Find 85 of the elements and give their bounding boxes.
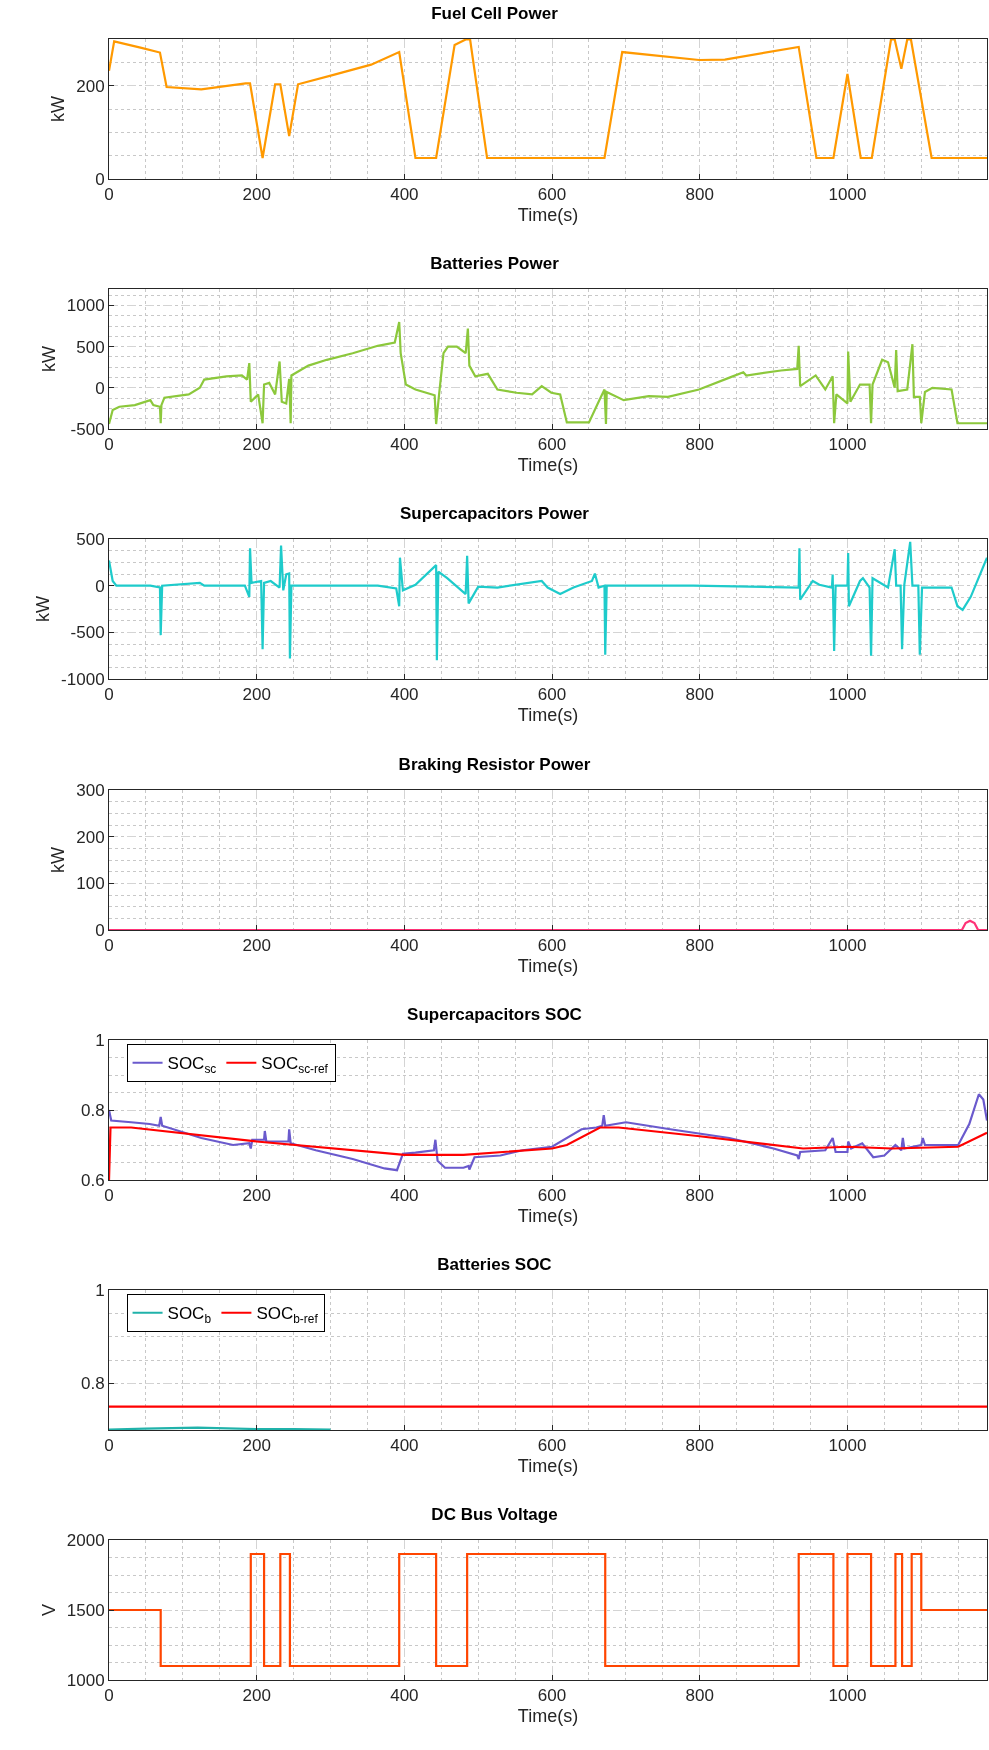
y-tick-label: 0 [95, 169, 105, 189]
x-tick-label: 600 [537, 435, 567, 455]
legend-label: SOC$_{sc}$ [167, 1054, 217, 1076]
x-tick-label: 200 [242, 935, 271, 955]
x-tick-label: 800 [685, 685, 714, 705]
y-tick-label: -500 [70, 420, 105, 440]
y-tick-label: 0 [95, 920, 105, 940]
y-tick-label: 500 [76, 530, 105, 550]
line-series [109, 1126, 987, 1180]
line-series [109, 541, 987, 662]
x-tick-label: 200 [242, 435, 271, 455]
x-tick-label: 800 [685, 435, 714, 455]
y-tick-label: -1000 [61, 670, 105, 690]
x-axis-title: Time(s) [517, 1455, 579, 1476]
chart-title: Supercapacitors Power [400, 504, 590, 524]
y-axis-title: kW [48, 846, 69, 873]
y-axis-title: kW [38, 346, 59, 373]
x-tick-label: 800 [685, 1686, 714, 1706]
y-tick-label: 1 [95, 1030, 105, 1050]
x-tick-label: 200 [242, 1186, 271, 1206]
y-tick-label: 1 [95, 1280, 105, 1300]
x-tick-label: 800 [685, 185, 714, 205]
x-tick-label: 400 [390, 1686, 419, 1706]
x-tick-label: 200 [242, 1686, 271, 1706]
x-tick-label: 200 [242, 185, 271, 205]
x-tick-label: 400 [390, 1436, 419, 1456]
x-tick-label: 200 [242, 1436, 271, 1456]
y-tick-label: 1500 [66, 1601, 105, 1621]
x-tick-label: 1000 [828, 1436, 867, 1456]
y-tick-label: 500 [76, 337, 105, 357]
chart-title: Fuel Cell Power [431, 4, 559, 24]
y-tick-label: 1000 [66, 1671, 105, 1691]
line-series [109, 39, 987, 160]
chart-title: Braking Resistor Power [398, 754, 591, 774]
y-tick-label: 300 [76, 780, 105, 800]
y-tick-label: 0 [95, 378, 105, 398]
x-tick-label: 600 [537, 185, 567, 205]
chart-title: Supercapacitors SOC [407, 1005, 582, 1025]
y-tick-label: 0 [95, 577, 105, 597]
x-tick-label: 200 [242, 685, 271, 705]
x-axis-title: Time(s) [517, 454, 579, 475]
y-axis-title: kW [33, 596, 54, 623]
y-tick-label: 200 [76, 827, 105, 847]
y-tick-label: 0.8 [80, 1374, 105, 1394]
x-tick-label: 600 [537, 685, 567, 705]
x-tick-label: 600 [537, 1686, 567, 1706]
chart-title: Batteries SOC [437, 1255, 552, 1275]
x-axis-title: Time(s) [517, 1205, 579, 1226]
x-axis-title: Time(s) [517, 204, 579, 225]
x-tick-label: 1000 [828, 185, 867, 205]
x-tick-label: 1000 [828, 1186, 867, 1206]
x-tick-label: 1000 [828, 935, 867, 955]
x-tick-label: 800 [685, 935, 714, 955]
y-tick-label: 1000 [66, 296, 105, 316]
x-tick-label: 600 [537, 935, 567, 955]
x-tick-label: 400 [390, 685, 419, 705]
y-tick-label: 0.6 [80, 1170, 105, 1190]
line-series [109, 1092, 987, 1172]
y-axis-title: kW [48, 96, 69, 122]
x-tick-label: 600 [537, 1436, 567, 1456]
x-axis-title: Time(s) [517, 955, 579, 976]
chart-title: Batteries Power [430, 254, 560, 274]
x-tick-label: 1000 [828, 435, 867, 455]
y-tick-label: -500 [70, 623, 105, 643]
x-tick-label: 400 [390, 435, 419, 455]
y-tick-label: 2000 [66, 1531, 105, 1551]
x-axis-title: Time(s) [517, 704, 579, 725]
legend-label: SOC$_{b-ref}$ [256, 1304, 319, 1326]
x-tick-label: 800 [685, 1436, 714, 1456]
x-tick-label: 400 [390, 1186, 419, 1206]
x-tick-label: 400 [390, 935, 419, 955]
x-tick-label: 1000 [828, 1686, 867, 1706]
x-tick-label: 600 [537, 1186, 567, 1206]
y-axis-title: V [38, 1604, 59, 1617]
x-axis-title: Time(s) [517, 1705, 579, 1726]
x-tick-label: 1000 [828, 685, 867, 705]
legend-label: SOC$_{sc-ref}$ [261, 1054, 329, 1076]
line-series [109, 321, 987, 426]
y-tick-label: 0.8 [80, 1100, 105, 1120]
x-tick-label: 800 [685, 1186, 714, 1206]
legend-label: SOC$_{b}$ [167, 1304, 212, 1326]
chart-title: DC Bus Voltage [431, 1505, 558, 1525]
y-tick-label: 100 [76, 873, 105, 893]
x-tick-label: 400 [390, 185, 419, 205]
y-tick-label: 200 [76, 76, 105, 96]
